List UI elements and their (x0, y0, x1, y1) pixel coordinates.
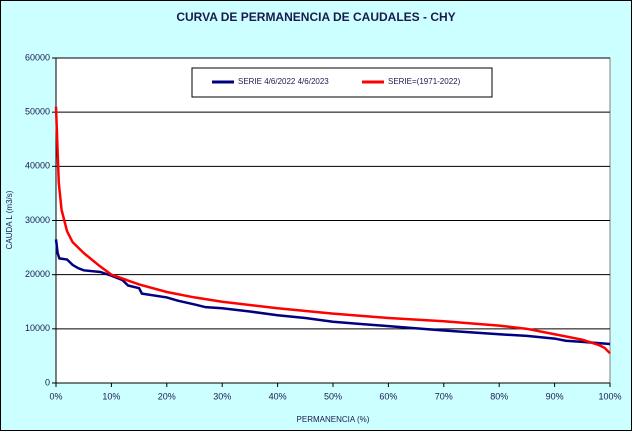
y-tick-label: 10000 (25, 323, 50, 333)
x-tick-label: 10% (102, 391, 120, 401)
line-series (54, 239, 611, 346)
legend-label: SERIE 4/6/2022 4/6/2023 (238, 77, 329, 86)
y-tick-label: 30000 (25, 215, 50, 225)
x-axis-label: PERMANENCIA (%) (297, 415, 370, 424)
x-tick-label: 30% (213, 391, 231, 401)
legend (191, 67, 493, 98)
x-tick-label: 90% (546, 391, 564, 401)
x-tick-label: 40% (269, 391, 287, 401)
y-tick-label: 50000 (25, 107, 50, 117)
chart-title: CURVA DE PERMANENCIA DE CAUDALES - CHY (176, 10, 455, 24)
y-tick-label: 40000 (25, 161, 50, 171)
x-tick-label: 70% (435, 391, 453, 401)
y-tick-label: 60000 (25, 52, 50, 62)
legend-label: SERIE=(1971-2022) (388, 77, 461, 86)
x-tick-label: 100% (598, 391, 621, 401)
x-tick-label: 20% (158, 391, 176, 401)
y-tick-label: 20000 (25, 269, 50, 279)
y-axis-label: CAUDA L (m3/s) (5, 190, 14, 249)
x-tick-label: 80% (490, 391, 508, 401)
x-tick-label: 0% (49, 391, 62, 401)
x-tick-label: 50% (324, 391, 342, 401)
y-tick-label: 0 (45, 377, 50, 387)
x-tick-label: 60% (379, 391, 397, 401)
line-series (54, 106, 611, 355)
